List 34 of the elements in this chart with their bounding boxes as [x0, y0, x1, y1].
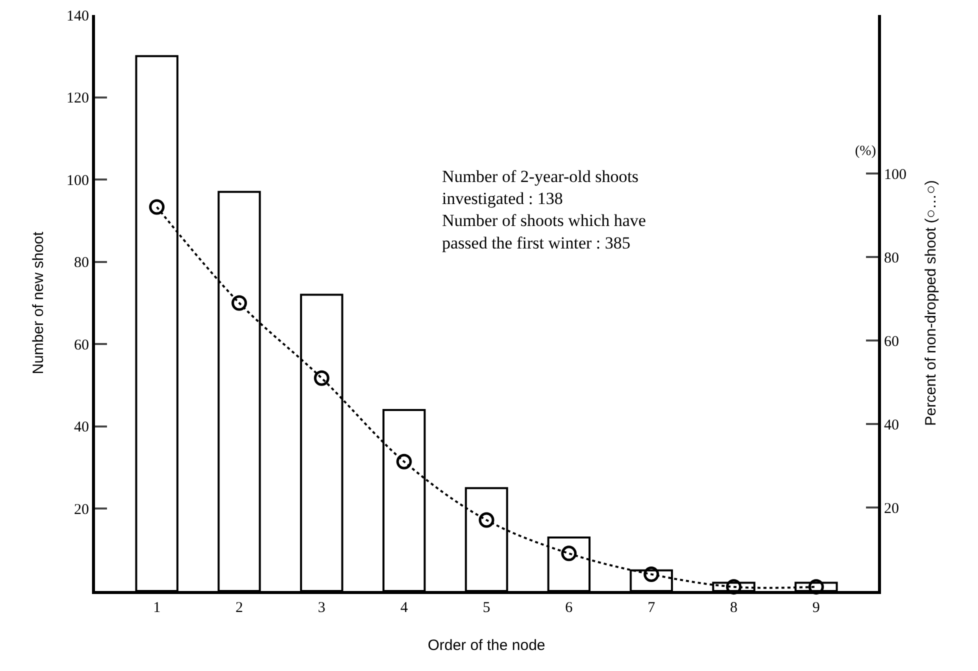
y-tick-label: 20: [74, 502, 89, 518]
x-tick-label: 7: [648, 600, 656, 616]
x-tick-label: 4: [400, 600, 408, 616]
annotation: (%): [855, 144, 876, 159]
x-axis-title: Order of the node: [428, 637, 546, 654]
x-tick-label: 6: [565, 600, 574, 616]
annotation: Number of 2-year-old shoots investigated : 138 Number of shoots which have passed the first winter : 385: [442, 167, 646, 252]
x-tick-label: 9: [812, 600, 820, 616]
x-tick-label: 5: [482, 600, 490, 616]
y2-tick-label: 20: [884, 500, 899, 517]
y2-tick-label: 100: [884, 166, 906, 183]
y-tick-label: 60: [74, 337, 89, 354]
x-tick-label: 1: [153, 600, 161, 616]
y-tick-label: 40: [74, 420, 89, 436]
y-tick-label: 80: [74, 255, 89, 272]
point: [478, 512, 494, 528]
y-tick-label: 140: [66, 8, 89, 24]
point: [314, 370, 330, 386]
y-tick-label: 100: [66, 172, 89, 189]
point: [561, 546, 577, 562]
point: [726, 579, 742, 595]
x-tick-label: 2: [235, 600, 243, 616]
point: [808, 579, 824, 595]
point: [149, 199, 165, 215]
y-axis-title: Number of new shoot: [30, 230, 47, 374]
x-tick-label: 3: [318, 600, 326, 616]
y2-tick-label: 40: [884, 417, 899, 434]
point: [231, 295, 247, 311]
y2-axis-title: Percent of non-dropped shoot (○…○): [922, 180, 940, 426]
y2-tick-label: 80: [884, 250, 899, 266]
point: [396, 454, 412, 470]
y-tick-label: 120: [66, 90, 89, 107]
y2-tick-label: 60: [884, 334, 899, 350]
x-tick-label: 8: [730, 600, 738, 616]
